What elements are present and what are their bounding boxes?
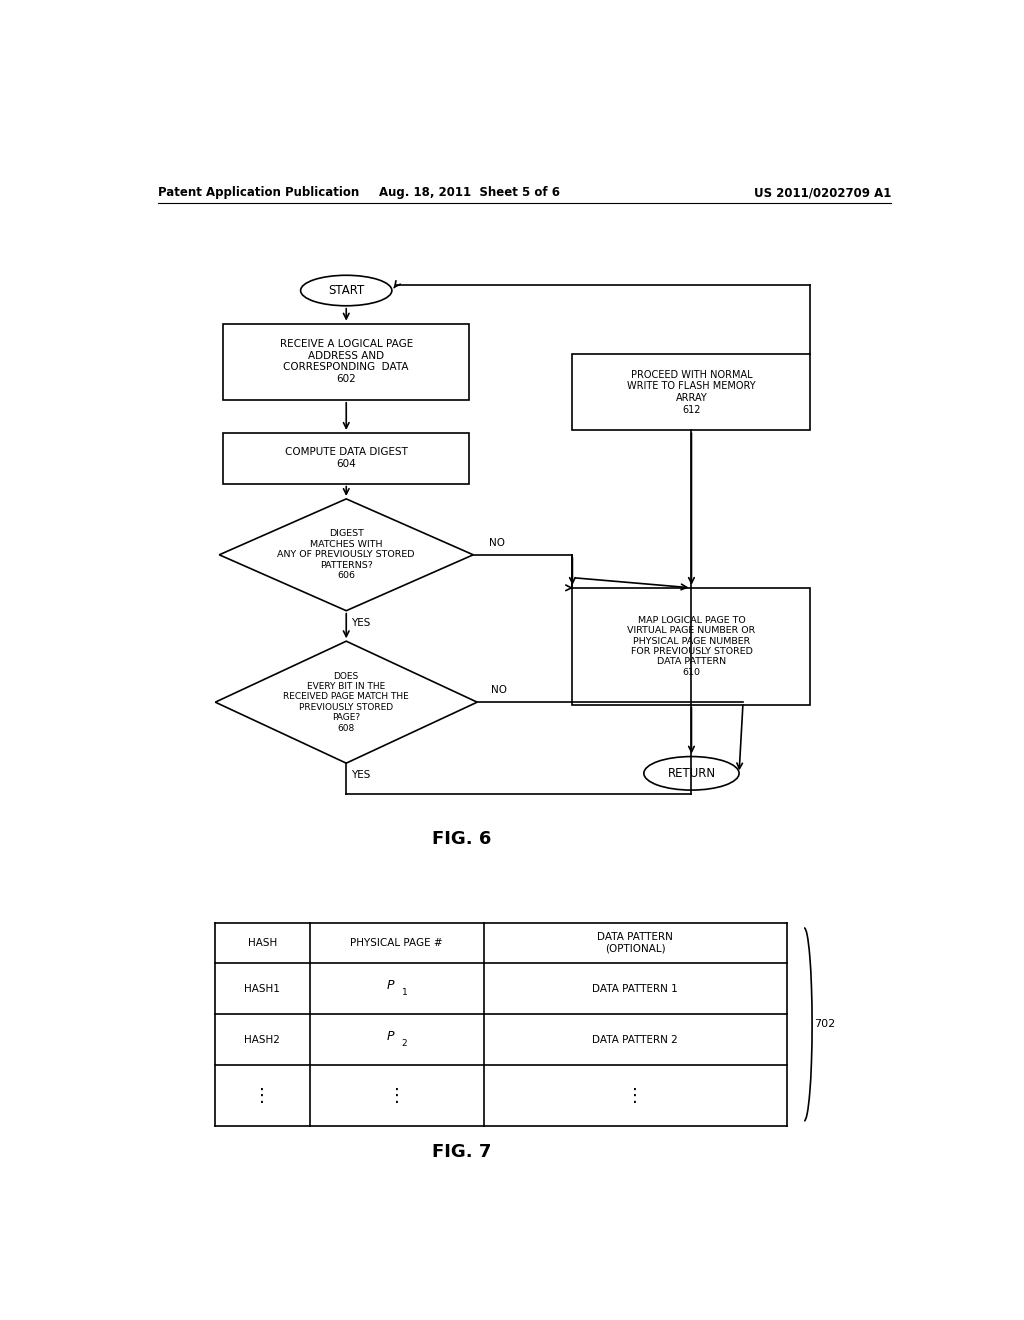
Polygon shape <box>219 499 473 611</box>
Text: RECEIVE A LOGICAL PAGE
ADDRESS AND
CORRESPONDING  DATA
602: RECEIVE A LOGICAL PAGE ADDRESS AND CORRE… <box>280 339 413 384</box>
FancyBboxPatch shape <box>572 354 810 430</box>
Text: Patent Application Publication: Patent Application Publication <box>158 186 359 199</box>
Text: NO: NO <box>489 537 505 548</box>
Text: 2: 2 <box>401 1039 408 1048</box>
Ellipse shape <box>301 276 392 306</box>
Text: RETURN: RETURN <box>668 767 716 780</box>
Text: YES: YES <box>351 618 371 628</box>
Text: YES: YES <box>351 771 371 780</box>
Text: HASH2: HASH2 <box>245 1035 281 1044</box>
Text: COMPUTE DATA DIGEST
604: COMPUTE DATA DIGEST 604 <box>285 447 408 469</box>
Text: FIG. 7: FIG. 7 <box>432 1143 490 1162</box>
Text: DIGEST
MATCHES WITH
ANY OF PREVIOUSLY STORED
PATTERNS?
606: DIGEST MATCHES WITH ANY OF PREVIOUSLY ST… <box>278 529 415 579</box>
FancyBboxPatch shape <box>572 587 810 705</box>
Text: HASH: HASH <box>248 939 278 948</box>
Text: NO: NO <box>492 685 508 694</box>
Text: PHYSICAL PAGE #: PHYSICAL PAGE # <box>350 939 443 948</box>
Text: P: P <box>387 1030 394 1043</box>
Text: DATA PATTERN 2: DATA PATTERN 2 <box>593 1035 678 1044</box>
Polygon shape <box>215 642 477 763</box>
Text: 702: 702 <box>814 1019 835 1030</box>
Text: HASH1: HASH1 <box>245 983 281 994</box>
Text: Aug. 18, 2011  Sheet 5 of 6: Aug. 18, 2011 Sheet 5 of 6 <box>379 186 560 199</box>
Text: MAP LOGICAL PAGE TO
VIRTUAL PAGE NUMBER OR
PHYSICAL PAGE NUMBER
FOR PREVIOUSLY S: MAP LOGICAL PAGE TO VIRTUAL PAGE NUMBER … <box>628 615 756 677</box>
Text: ⋮: ⋮ <box>627 1086 644 1105</box>
Text: ⋮: ⋮ <box>388 1086 406 1105</box>
Text: P: P <box>387 979 394 993</box>
Text: FIG. 6: FIG. 6 <box>432 830 490 849</box>
Text: PROCEED WITH NORMAL
WRITE TO FLASH MEMORY
ARRAY
612: PROCEED WITH NORMAL WRITE TO FLASH MEMOR… <box>627 370 756 414</box>
FancyBboxPatch shape <box>223 433 469 483</box>
Text: DATA PATTERN 1: DATA PATTERN 1 <box>593 983 678 994</box>
Text: US 2011/0202709 A1: US 2011/0202709 A1 <box>754 186 892 199</box>
Text: 1: 1 <box>401 989 408 998</box>
Text: DOES
EVERY BIT IN THE
RECEIVED PAGE MATCH THE
PREVIOUSLY STORED
PAGE?
608: DOES EVERY BIT IN THE RECEIVED PAGE MATC… <box>284 672 410 733</box>
Ellipse shape <box>644 756 739 791</box>
FancyBboxPatch shape <box>223 323 469 400</box>
Text: ⋮: ⋮ <box>253 1086 271 1105</box>
Text: START: START <box>328 284 365 297</box>
Text: DATA PATTERN
(OPTIONAL): DATA PATTERN (OPTIONAL) <box>597 932 673 954</box>
